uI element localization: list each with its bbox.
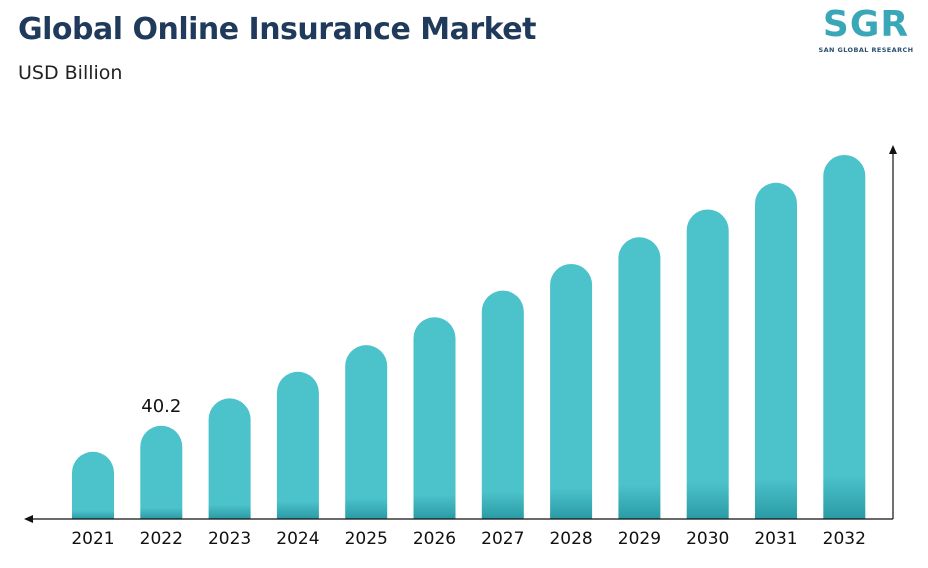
- bar-2024: [276, 371, 319, 519]
- x-tick-label-2032: 2032: [823, 529, 866, 549]
- bar-2027: [481, 290, 524, 519]
- unit-label: USD Billion: [18, 62, 123, 84]
- data-label-2022: 40.2: [141, 396, 181, 417]
- bar-2025: [345, 345, 388, 519]
- x-tick-label-2021: 2021: [71, 529, 114, 549]
- bar-2021: [72, 451, 114, 519]
- logo-letters: SGR: [822, 4, 910, 45]
- bar-2028: [550, 263, 593, 519]
- x-tick-label-2024: 2024: [276, 529, 319, 549]
- x-tick-label-2023: 2023: [208, 529, 251, 549]
- x-tick-label-2025: 2025: [345, 529, 388, 549]
- axes: [24, 145, 897, 523]
- x-axis-arrow-icon: [24, 515, 33, 523]
- x-tick-label-2030: 2030: [686, 529, 729, 549]
- y-axis-arrow-icon: [889, 145, 897, 154]
- bar-2031: [755, 182, 797, 519]
- x-tick-label-2026: 2026: [413, 529, 456, 549]
- bar-2023: [208, 398, 251, 519]
- bar-2022: [140, 425, 183, 519]
- x-tick-label-2027: 2027: [481, 529, 524, 549]
- data-labels: 40.2: [141, 396, 181, 417]
- x-tick-label-2022: 2022: [140, 529, 183, 549]
- logo-tagline: SAN GLOBAL RESEARCH: [818, 46, 914, 54]
- chart-title: Global Online Insurance Market: [18, 12, 536, 47]
- bar-2029: [618, 237, 661, 519]
- x-tick-labels: 2021 2022 2023 2024 2025 2026 2027 2028 2029 2030…: [71, 529, 866, 549]
- bar-series: [72, 154, 866, 520]
- x-tick-label-2029: 2029: [618, 529, 661, 549]
- bar-2026: [413, 317, 456, 519]
- x-tick-label-2031: 2031: [754, 529, 797, 549]
- brand-logo: SGR SAN GLOBAL RESEARCH: [818, 6, 914, 58]
- x-tick-label-2028: 2028: [549, 529, 592, 549]
- bar-2030: [686, 209, 729, 519]
- bar-2032: [823, 154, 866, 520]
